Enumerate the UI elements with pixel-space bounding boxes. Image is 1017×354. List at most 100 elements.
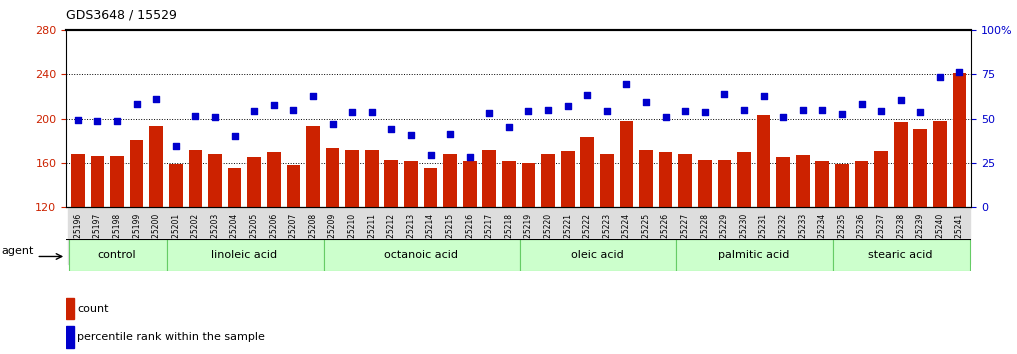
Point [599, 108, 615, 114]
Bar [953, 73, 966, 207]
Bar [66, 326, 74, 348]
Point [128, 101, 144, 107]
Point [344, 109, 360, 115]
Point [324, 121, 341, 127]
Bar [169, 164, 183, 207]
Point [893, 97, 909, 103]
Bar [66, 298, 74, 319]
Bar [502, 161, 516, 207]
Point [657, 115, 673, 120]
Bar [325, 148, 340, 207]
Bar [796, 155, 810, 207]
Bar [560, 151, 575, 207]
Point [873, 108, 889, 114]
Text: octanoic acid: octanoic acid [383, 250, 458, 260]
Bar [306, 126, 319, 207]
Point [109, 118, 125, 124]
Point [815, 107, 831, 113]
Point [579, 92, 595, 98]
Point [206, 115, 223, 120]
Bar [639, 149, 653, 207]
Point [481, 110, 497, 116]
Point [89, 118, 106, 124]
Point [736, 107, 753, 113]
Bar [443, 154, 457, 207]
Bar [678, 154, 692, 207]
Bar [404, 161, 418, 207]
Bar [71, 154, 84, 207]
Point [285, 107, 301, 113]
Text: control: control [98, 250, 136, 260]
Bar [776, 157, 790, 207]
Text: GDS3648 / 15529: GDS3648 / 15529 [66, 9, 177, 22]
Point [951, 69, 967, 75]
Bar [247, 157, 261, 207]
Point [148, 96, 165, 102]
Point [70, 117, 86, 122]
Bar [266, 152, 281, 207]
Point [521, 108, 537, 114]
Text: palmitic acid: palmitic acid [718, 250, 789, 260]
Point [403, 132, 419, 138]
Point [834, 111, 850, 117]
Bar [520, 239, 676, 271]
Text: count: count [77, 303, 109, 314]
Bar [522, 163, 535, 207]
Bar [541, 154, 555, 207]
Point [305, 93, 321, 99]
Bar [737, 152, 751, 207]
Point [559, 104, 576, 109]
Bar [130, 139, 143, 207]
Point [716, 91, 732, 97]
Bar [384, 160, 399, 207]
Bar [581, 137, 594, 207]
Bar [365, 149, 378, 207]
Bar [600, 154, 613, 207]
Bar [894, 122, 907, 207]
Bar [676, 239, 833, 271]
Point [794, 107, 811, 113]
Point [775, 115, 791, 120]
Text: agent: agent [1, 246, 34, 256]
Bar [424, 169, 437, 207]
Point [618, 81, 635, 87]
Bar [287, 165, 300, 207]
Point [265, 103, 282, 108]
Bar [835, 164, 849, 207]
Bar [933, 121, 947, 207]
Point [638, 99, 654, 105]
Bar [228, 169, 241, 207]
Point [677, 108, 694, 114]
Bar [91, 156, 105, 207]
Bar [619, 121, 634, 207]
Bar [323, 239, 520, 271]
Bar [659, 152, 672, 207]
Bar [346, 149, 359, 207]
Point [187, 114, 203, 119]
Point [912, 109, 929, 115]
Bar [167, 239, 323, 271]
Point [853, 101, 870, 107]
Bar [149, 126, 163, 207]
Bar [463, 161, 477, 207]
Bar [833, 239, 970, 271]
Bar [757, 115, 771, 207]
Point [756, 93, 772, 99]
Text: stearic acid: stearic acid [869, 250, 933, 260]
Bar [188, 149, 202, 207]
Point [383, 126, 400, 131]
Point [422, 152, 438, 158]
Text: oleic acid: oleic acid [571, 250, 623, 260]
Point [364, 109, 380, 115]
Point [246, 108, 262, 114]
Bar [854, 161, 869, 207]
Bar [482, 149, 496, 207]
Bar [913, 129, 928, 207]
Point [442, 131, 459, 137]
Point [697, 109, 713, 115]
Bar [110, 156, 124, 207]
Bar [718, 160, 731, 207]
Text: percentile rank within the sample: percentile rank within the sample [77, 332, 264, 342]
Bar [69, 239, 167, 271]
Bar [875, 151, 888, 207]
